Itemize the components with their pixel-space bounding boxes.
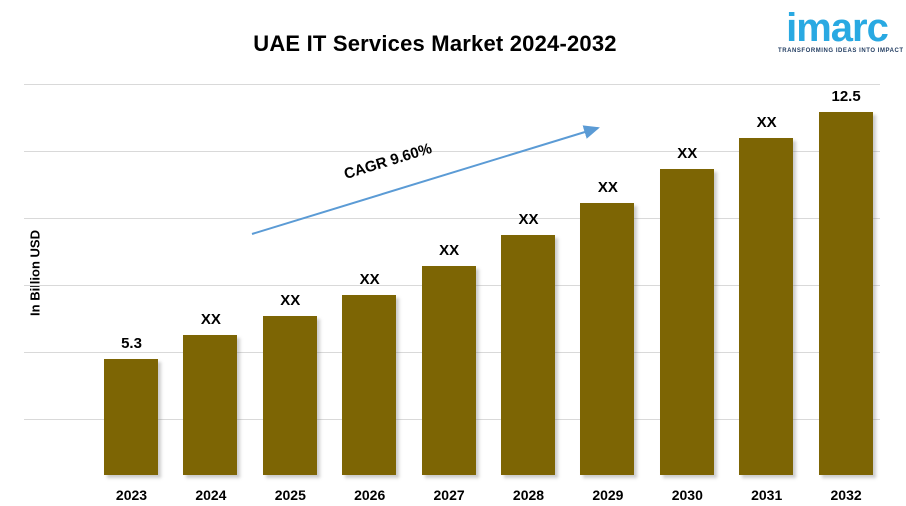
bar-value-2027: XX [439,242,460,259]
bar-value-2025: XX [280,292,301,309]
x-tick-2031: 2031 [751,487,783,503]
x-tick-2030: 2030 [671,487,703,503]
bar-2032 [818,112,873,475]
bar-2030 [659,169,714,475]
bar-value-2023: 5.3 [121,335,142,352]
bar-group-2028: XX 2028 [489,84,568,503]
bar-group-2025: XX 2025 [251,84,330,503]
bar-value-2031: XX [756,114,777,131]
bar-group-2029: XX 2029 [568,84,647,503]
x-tick-2032: 2032 [830,487,862,503]
x-tick-2023: 2023 [115,487,148,503]
bar-2026 [342,295,397,475]
bar-value-2026: XX [359,271,380,288]
bar-2031 [739,138,794,475]
imarc-logo: imarc TRANSFORMING IDEAS INTO IMPACT [778,6,904,54]
x-tick-2029: 2029 [592,487,624,503]
imarc-logo-wordmark: imarc [786,6,889,50]
bar-group-2030: XX 2030 [648,84,727,503]
bar-value-2030: XX [677,145,698,162]
bar-group-2024: XX 2024 [171,84,250,503]
bar-group-2031: XX 2031 [727,84,806,503]
bar-value-2032: 12.5 [831,88,861,105]
bar-group-2027: XX 2027 [410,84,489,503]
bar-value-2029: XX [597,179,618,196]
bar-group-2023: 5.3 2023 [92,84,171,503]
x-tick-2027: 2027 [433,487,465,503]
bar-value-2028: XX [518,211,539,228]
x-tick-2028: 2028 [512,487,545,503]
bar-2024 [183,335,238,475]
bar-group-2026: XX 2026 [330,84,409,503]
bar-2023 [104,359,158,475]
x-tick-2025: 2025 [274,487,306,503]
bar-group-2032: 12.5 2032 [807,84,886,503]
bar-value-2024: XX [200,311,221,328]
bar-2027 [421,266,476,475]
chart-title: UAE IT Services Market 2024-2032 [253,31,617,56]
x-tick-2024: 2024 [195,487,227,503]
bar-2025 [262,316,317,475]
bar-2028 [501,235,555,475]
x-tick-2026: 2026 [354,487,386,503]
bar-2029 [580,203,635,475]
imarc-logo-tagline: TRANSFORMING IDEAS INTO IMPACT [778,48,904,54]
